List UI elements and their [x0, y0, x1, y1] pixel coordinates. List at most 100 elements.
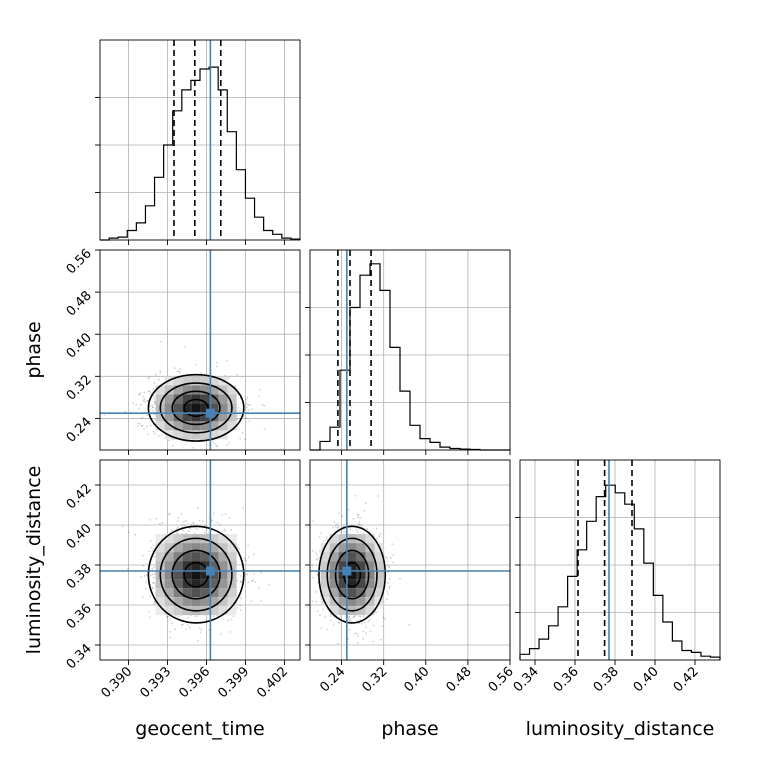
density-cell	[209, 430, 219, 440]
sample-point	[232, 615, 235, 618]
density-cell	[320, 579, 330, 589]
sample-point	[384, 556, 387, 558]
sample-point	[375, 611, 377, 613]
sample-point	[147, 377, 150, 379]
sample-point	[212, 441, 214, 444]
sample-point	[216, 615, 219, 618]
density-cell	[320, 588, 330, 598]
sample-point	[153, 576, 155, 579]
sample-point	[316, 610, 319, 613]
sample-point	[357, 642, 359, 644]
density-cell	[365, 543, 375, 553]
density-cell	[173, 394, 183, 404]
sample-point	[364, 621, 366, 624]
histogram-step	[519, 484, 721, 660]
density-cell	[329, 552, 339, 562]
sample-point	[169, 636, 172, 639]
sample-point	[223, 528, 226, 531]
sample-point	[139, 422, 141, 425]
density-cell	[173, 534, 183, 544]
sample-point	[149, 405, 151, 408]
x-tick-label: 0.32	[359, 664, 390, 695]
contour-level	[171, 390, 221, 426]
density-cell	[191, 376, 201, 386]
sample-point	[382, 616, 385, 619]
density-cell	[374, 570, 384, 580]
density-cell	[338, 579, 348, 589]
density-cell	[374, 552, 384, 562]
density-cell	[164, 403, 174, 413]
sample-point	[241, 431, 244, 434]
sample-point	[138, 393, 141, 396]
sample-point	[319, 614, 321, 617]
sample-point	[151, 549, 154, 552]
x-tick-label: 0.38	[591, 664, 622, 695]
sample-point	[180, 623, 183, 626]
sample-point	[143, 575, 146, 577]
sample-point	[240, 580, 242, 583]
sample-point	[228, 441, 231, 444]
sample-point	[149, 574, 152, 577]
x-tick-label: 0.34	[511, 664, 542, 695]
density-cell	[365, 606, 375, 616]
sample-point	[200, 372, 203, 375]
sample-point	[236, 606, 239, 609]
sample-point	[153, 432, 156, 435]
sample-point	[355, 528, 358, 531]
sample-point	[239, 437, 241, 440]
density-cell	[329, 534, 339, 544]
density-cell	[347, 561, 357, 571]
sample-point	[151, 406, 154, 409]
sample-point	[391, 543, 394, 546]
sample-point	[243, 557, 246, 560]
density-cell	[338, 588, 348, 598]
density-cell	[191, 552, 201, 562]
density-cell	[155, 597, 165, 607]
sample-point	[340, 531, 342, 534]
density-cell	[200, 570, 210, 580]
sample-point	[151, 406, 154, 409]
density-cell	[347, 570, 357, 580]
scatter-panel-geocent_time-phase-border	[99, 249, 301, 451]
sample-point	[221, 514, 223, 516]
x-tick-label: 0.40	[402, 664, 433, 695]
sample-point	[333, 521, 336, 523]
density-cell	[200, 430, 210, 440]
sample-point	[187, 617, 190, 619]
sample-point	[153, 396, 156, 399]
density-cell	[209, 561, 219, 571]
x-axis-label: luminosity_distance	[526, 718, 715, 740]
sample-point	[365, 632, 368, 635]
density-cell	[209, 579, 219, 589]
sample-point	[152, 544, 155, 547]
sample-point	[182, 529, 185, 532]
sample-point	[385, 598, 388, 600]
sample-point	[173, 367, 176, 370]
sample-point	[185, 532, 187, 535]
sample-point	[316, 581, 319, 584]
density-cell	[218, 606, 228, 616]
density-cell	[200, 385, 210, 395]
density-cell	[209, 385, 219, 395]
sample-point	[176, 532, 179, 535]
density-cell	[347, 579, 357, 589]
sample-point	[384, 617, 386, 620]
density-cell	[227, 534, 237, 544]
sample-point	[165, 615, 168, 618]
density-cell	[191, 579, 201, 589]
density-cell	[329, 588, 339, 598]
density-cell	[356, 579, 366, 589]
sample-point	[152, 388, 155, 391]
sample-point	[159, 370, 162, 373]
histogram-step	[310, 263, 510, 451]
sample-point	[204, 524, 207, 527]
density-cell	[320, 561, 330, 571]
sample-point	[258, 389, 261, 391]
sample-point	[146, 414, 149, 417]
sample-point	[354, 615, 357, 617]
sample-point	[245, 559, 248, 562]
density-cell	[374, 588, 384, 598]
sample-point	[152, 409, 155, 412]
sample-point	[168, 439, 171, 442]
sample-point	[367, 620, 370, 623]
